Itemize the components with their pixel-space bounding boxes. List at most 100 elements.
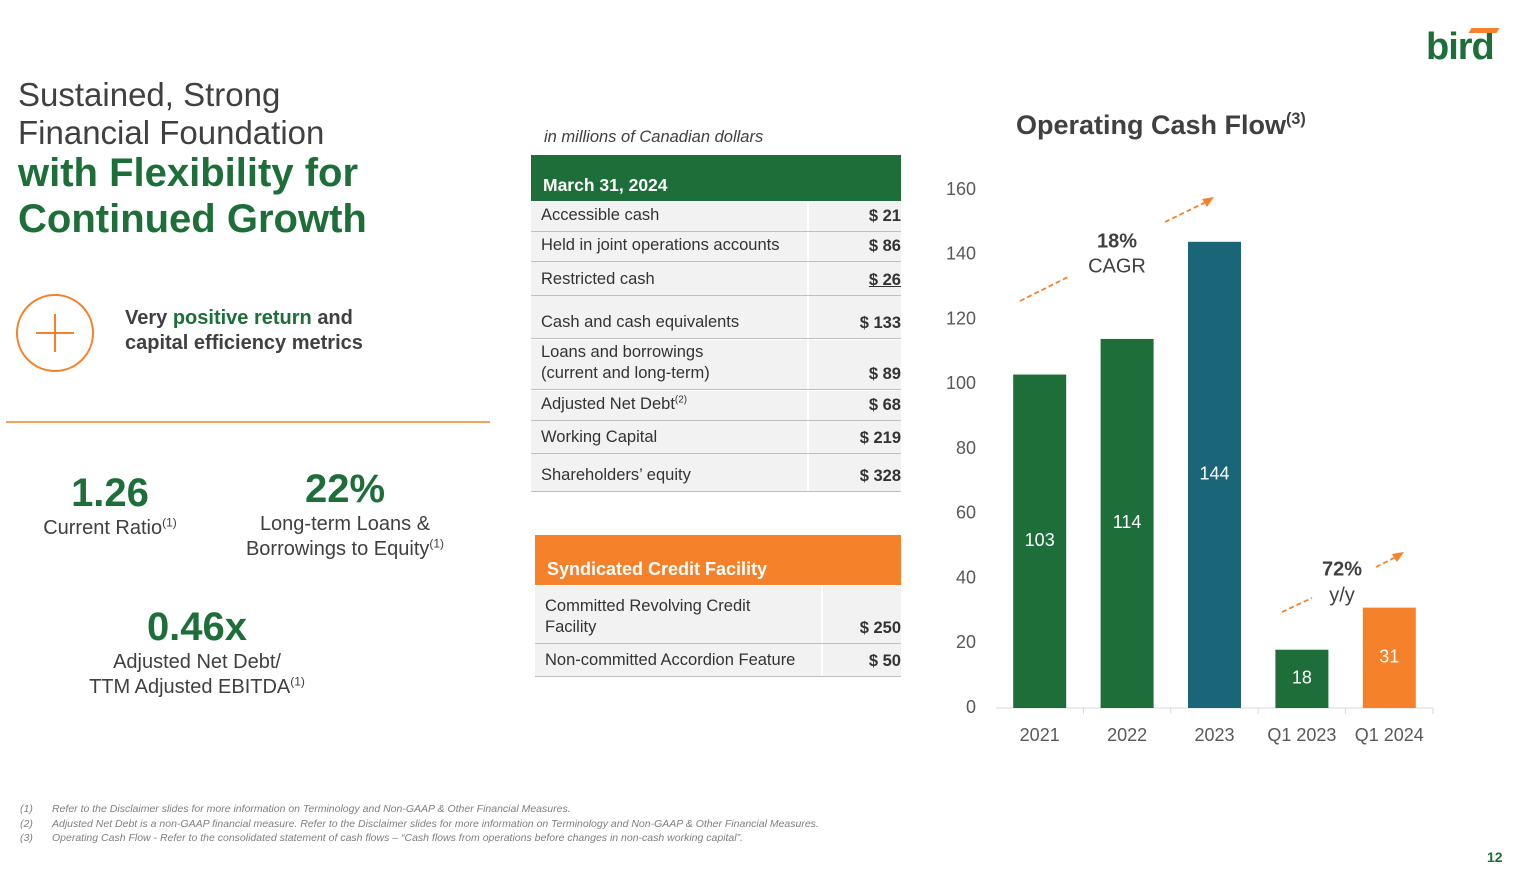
value-label: 31	[1379, 647, 1399, 667]
text: Adjusted Net Debt	[541, 395, 675, 413]
plus-icon	[16, 294, 94, 372]
title: Sustained, Strong Financial Foundation	[18, 76, 324, 152]
table-row: Non-committed Accordion Feature $ 50	[535, 644, 901, 677]
table-row: Committed Revolving Credit Facility $ 250	[535, 586, 901, 644]
text: Cash and cash equivalents	[541, 313, 740, 331]
chart-title-note: (3)	[1286, 110, 1306, 128]
row-label: Non-committed Accordion Feature	[545, 650, 795, 671]
text: Borrowings to Equity	[245, 538, 430, 560]
text: TTM Adjusted EBITDA	[89, 676, 291, 698]
text: Restricted cash	[541, 270, 655, 288]
annotation: y/y	[1329, 584, 1355, 606]
y-tick-label: 60	[956, 503, 976, 523]
x-tick-label: Q1 2023	[1267, 725, 1336, 745]
footnote-text: Adjusted Net Debt is a non-GAAP financia…	[52, 817, 819, 830]
table-row: Adjusted Net Debt(2) $ 68	[531, 391, 901, 421]
row-label: Loans and borrowings (current and long-t…	[541, 342, 710, 384]
row-value: $ 68	[868, 396, 901, 414]
row-sep	[807, 421, 809, 453]
chart-title: Operating Cash Flow(3)	[1016, 110, 1306, 141]
title-bold: with Flexibility for Continued Growth	[18, 150, 367, 242]
metric-label: Current Ratio(1)	[0, 516, 310, 541]
table-row: Held in joint operations accounts $ 86	[531, 232, 901, 262]
highlight: Very positive return and capital efficie…	[125, 306, 363, 356]
row-label: Held in joint operations accounts	[541, 235, 779, 256]
metric-label: Adjusted Net Debt/	[0, 650, 397, 675]
metric-note: (1)	[290, 674, 305, 689]
table-caption: in millions of Canadian dollars	[544, 128, 764, 146]
annotation: CAGR	[1088, 255, 1146, 277]
credit-header: Syndicated Credit Facility	[535, 535, 901, 585]
bar	[1362, 607, 1416, 708]
table-header: March 31, 2024	[531, 155, 901, 201]
metric-label: Borrowings to Equity(1)	[145, 537, 545, 562]
metric: 0.46x Adjusted Net Debt/TTM Adjusted EBIT…	[0, 604, 397, 700]
row-sep	[807, 454, 809, 491]
row-sep	[821, 644, 823, 676]
row-value: $ 21	[868, 207, 901, 225]
credit-header-text: Syndicated Credit Facility	[547, 559, 768, 579]
y-tick-label: 0	[966, 697, 976, 717]
x-tick-label: 2021	[1020, 725, 1060, 745]
chart-title-text: Operating Cash Flow	[1016, 110, 1287, 140]
trend-arrows	[1019, 197, 1404, 613]
x-tick-label: 2022	[1107, 725, 1147, 745]
row-value: $ 219	[859, 429, 901, 447]
annotation: 18%	[1097, 230, 1137, 252]
metric-label: Long-term Loans &	[145, 512, 545, 537]
y-tick-label: 140	[946, 244, 976, 264]
x-tick-label: 2023	[1194, 725, 1234, 745]
row-label: Shareholders’ equity	[541, 465, 691, 486]
metric-label: TTM Adjusted EBITDA(1)	[0, 675, 397, 700]
row-value: $ 26	[868, 271, 901, 289]
metric-note: (1)	[162, 515, 177, 530]
text: Current Ratio	[43, 517, 163, 539]
table-row: Restricted cash $ 26	[531, 262, 901, 296]
metric-note: (1)	[429, 536, 445, 551]
value-label: 103	[1025, 530, 1055, 550]
footnote-num: (3)	[20, 832, 33, 844]
table-row: Working Capital $ 219	[531, 421, 901, 454]
annotation: 72%	[1322, 558, 1362, 580]
metric: 22% Long-term Loans & Borrowings to Equity…	[145, 466, 545, 562]
row-value: $ 328	[859, 467, 901, 485]
row-sep	[807, 262, 809, 295]
text: Held in joint operations accounts	[541, 236, 780, 254]
bar	[1275, 649, 1329, 708]
page-number: 12	[1487, 849, 1503, 865]
table-row: Cash and cash equivalents $ 133	[531, 296, 901, 339]
bar	[1013, 374, 1067, 708]
row-label: Working Capital	[541, 427, 657, 448]
row-label: Accessible cash	[541, 205, 659, 226]
title-line: Financial Foundation	[18, 114, 325, 151]
row-sep	[821, 586, 823, 643]
row-label: Restricted cash	[541, 269, 655, 290]
title-line: with Flexibility for	[18, 151, 359, 195]
text: Long-term Loans &	[259, 513, 431, 535]
text: Non-committed Accordion Feature	[545, 651, 796, 669]
text: Very	[125, 307, 168, 329]
text: Shareholders’ equity	[541, 466, 691, 484]
bar	[1188, 241, 1241, 709]
footnote-text: Refer to the Disclaimer slides for more …	[52, 803, 571, 815]
divider	[6, 421, 490, 423]
row-label: Cash and cash equivalents	[541, 312, 739, 333]
row-value: $ 133	[859, 314, 901, 332]
value-label: 144	[1199, 464, 1229, 484]
text: capital efficiency metrics	[125, 332, 363, 354]
logo: bird	[1426, 26, 1495, 68]
metric-value: 0.46x	[146, 605, 248, 649]
table-row: Shareholders’ equity $ 328	[531, 454, 901, 492]
text: Accessible cash	[541, 206, 660, 224]
table-row: Loans and borrowings (current and long-t…	[531, 340, 901, 390]
row-value: $ 50	[868, 652, 901, 670]
x-tick-label: Q1 2024	[1355, 725, 1424, 745]
row-label: Committed Revolving Credit Facility	[545, 596, 750, 638]
y-tick-label: 20	[956, 632, 976, 652]
text: Adjusted Net Debt/	[113, 651, 281, 673]
y-tick-label: 160	[946, 179, 976, 199]
y-tick-label: 100	[946, 373, 976, 393]
text: Committed Revolving Credit Facility	[545, 597, 751, 636]
